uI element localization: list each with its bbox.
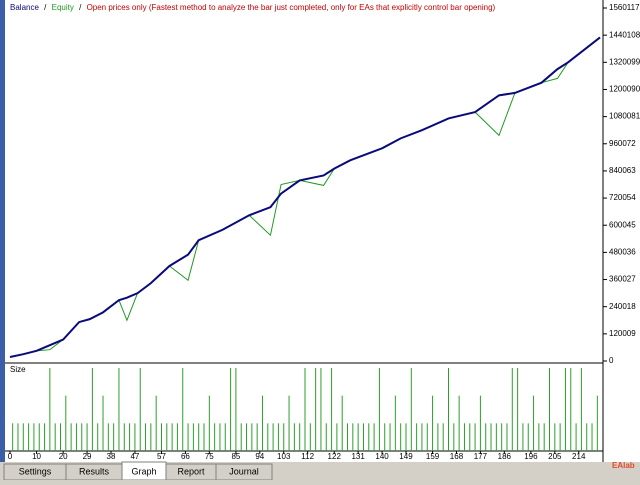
x-tick-label: 47 [130, 452, 139, 461]
y-tick-label: 720054 [609, 193, 636, 202]
tab-label[interactable]: Settings [19, 466, 52, 476]
y-tick-label: 1080081 [609, 112, 640, 121]
y-tick-label: 0 [609, 356, 614, 365]
tab-label[interactable]: Graph [131, 466, 156, 476]
model-note: Open prices only (Fastest method to anal… [87, 3, 496, 12]
series-line [9, 36, 601, 358]
y-tick-label: 1560117 [609, 3, 640, 12]
y-tick-label: 960072 [609, 139, 636, 148]
x-tick-label: 168 [450, 452, 464, 461]
x-tick-label: 177 [474, 452, 488, 461]
legend-balance: Balance [10, 3, 39, 12]
x-tick-label: 214 [572, 452, 586, 461]
y-tick-label: 120009 [609, 329, 636, 338]
graph-header: Balance / Equity / Open prices only (Fas… [10, 3, 496, 12]
y-tick-label: 1440108 [609, 30, 640, 39]
x-tick-label: 94 [255, 452, 264, 461]
x-tick-label: 103 [277, 452, 291, 461]
x-tick-label: 20 [59, 452, 68, 461]
x-tick-label: 186 [498, 452, 512, 461]
tab-label[interactable]: Journal [229, 466, 259, 476]
x-tick-label: 0 [8, 452, 13, 461]
y-tick-label: 480036 [609, 247, 636, 256]
x-tick-label: 112 [301, 452, 314, 461]
x-tick-label: 196 [524, 452, 538, 461]
y-tick-label: 1200090 [609, 85, 640, 94]
x-tick-label: 38 [107, 452, 116, 461]
x-tick-label: 205 [548, 452, 562, 461]
x-tick-label: 140 [375, 452, 389, 461]
y-tick-label: 600045 [609, 220, 636, 229]
graph-area [5, 0, 640, 462]
x-tick-label: 66 [181, 452, 190, 461]
y-tick-label: 240018 [609, 302, 636, 311]
tab-label[interactable]: Results [79, 466, 110, 476]
x-tick-label: 149 [399, 452, 413, 461]
legend-equity: Equity [52, 3, 74, 12]
x-tick-label: 75 [205, 452, 214, 461]
separator: / [44, 3, 47, 12]
y-tick-label: 360027 [609, 275, 636, 284]
panel-title: Size [10, 365, 26, 374]
x-tick-label: 159 [426, 452, 440, 461]
x-tick-label: 57 [157, 452, 166, 461]
x-tick-label: 29 [83, 452, 92, 461]
x-tick-label: 10 [32, 452, 41, 461]
x-tick-label: 122 [328, 452, 342, 461]
x-tick-label: 131 [351, 452, 365, 461]
side-border [0, 0, 5, 462]
tab-label[interactable]: Report [177, 466, 205, 476]
x-tick-label: 85 [231, 452, 240, 461]
y-tick-label: 1320099 [609, 57, 640, 66]
watermark: EAlab [612, 461, 635, 470]
separator: / [79, 3, 82, 12]
y-tick-label: 840063 [609, 166, 636, 175]
